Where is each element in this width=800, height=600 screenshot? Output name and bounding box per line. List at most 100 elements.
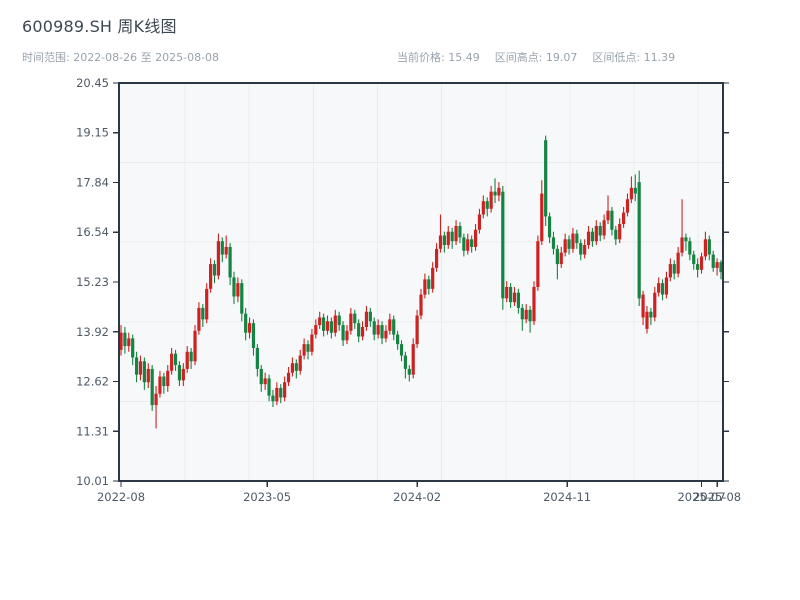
candle-body: [224, 246, 228, 255]
candle-body: [306, 344, 310, 352]
candle-body: [442, 235, 446, 246]
candle-body: [216, 241, 221, 276]
candle-body: [625, 199, 630, 213]
candle-body: [462, 237, 466, 251]
candle-body: [579, 243, 583, 255]
candle-body: [489, 191, 493, 209]
candle-body: [396, 334, 400, 345]
candle-body: [520, 307, 524, 320]
tick-labels-layer: 20.45 19.15 17.84 16.54 15.23 13.92 12.62 11.31…: [76, 76, 741, 504]
candle-body: [493, 191, 497, 196]
candle-body: [372, 321, 376, 335]
candle-body: [547, 216, 552, 238]
candle-body: [142, 361, 146, 383]
candle-body: [193, 330, 197, 362]
candle-body: [333, 315, 337, 333]
candle-body: [255, 347, 259, 369]
candle-body: [251, 323, 256, 348]
candle-body: [154, 393, 158, 406]
candle-body: [240, 283, 244, 314]
candle-body: [201, 307, 205, 320]
candle-body: [271, 395, 275, 402]
candle-body: [606, 210, 610, 221]
candle-body: [205, 288, 209, 320]
candle-body: [310, 334, 314, 352]
y-tick-label: 11.31: [76, 424, 109, 438]
candle-body: [247, 323, 252, 333]
candle-body: [676, 252, 680, 274]
candle-body: [376, 325, 380, 335]
candle-body: [131, 338, 135, 358]
candle-body: [594, 225, 598, 242]
candle-body: [567, 239, 571, 249]
chart-subheader: 时间范围: 2022-08-26 至 2025-08-08 当前价格: 15.4…: [0, 49, 800, 65]
y-tick-label: 16.54: [76, 225, 109, 239]
candle-body: [692, 254, 696, 265]
candle-body: [583, 245, 587, 255]
y-tick-label: 15.23: [76, 275, 109, 289]
candle-body: [505, 286, 509, 299]
candle-body: [138, 361, 143, 375]
candle-body: [244, 313, 248, 333]
candle-body: [711, 254, 715, 268]
candle-body: [509, 286, 513, 303]
candles-layer: [119, 135, 723, 429]
candle-body: [236, 283, 240, 297]
candle-body: [419, 294, 423, 316]
page-title: 600989.SH 周K线图: [22, 17, 177, 36]
candle-body: [458, 225, 462, 238]
candle-body: [446, 231, 450, 246]
candle-body: [263, 378, 267, 385]
x-tick-label: 2024-02: [393, 490, 441, 504]
candle-body: [212, 264, 217, 276]
candle-body: [189, 351, 193, 362]
y-tick-label: 12.62: [76, 375, 109, 389]
candle-body: [657, 283, 661, 293]
candle-body: [551, 237, 556, 249]
candle-body: [286, 372, 291, 383]
date-range-label: 时间范围: 2022-08-26 至 2025-08-08: [22, 51, 220, 64]
candle-body: [598, 225, 602, 236]
candle-body: [688, 241, 692, 255]
candle-body: [485, 201, 489, 209]
candle-body: [407, 368, 411, 375]
candle-body: [181, 368, 185, 381]
candle-body: [703, 239, 708, 257]
candle-body: [388, 319, 392, 331]
candle-body: [399, 344, 404, 356]
candle-body: [232, 277, 236, 297]
candle-body: [438, 235, 443, 249]
candle-body: [653, 292, 657, 318]
candle-body: [275, 387, 279, 402]
candle-body: [497, 187, 501, 196]
candle-body: [123, 332, 127, 347]
ticks-layer: [113, 82, 729, 487]
candle-body: [501, 191, 505, 299]
candle-body: [134, 357, 139, 375]
candle-body: [150, 368, 154, 406]
x-tick-label: 2024-11: [543, 490, 591, 504]
candle-body: [696, 264, 700, 270]
candle-body: [614, 229, 618, 240]
candle-body: [279, 387, 283, 398]
candle-body: [532, 286, 536, 322]
candle-body: [127, 338, 131, 347]
candle-body: [170, 353, 174, 371]
candle-body: [672, 264, 676, 274]
candle-body: [559, 252, 563, 265]
candle-body: [146, 368, 150, 383]
candle-body: [618, 224, 622, 240]
price-stats: 当前价格: 15.49 区间高点: 19.07 区间低点: 11.39: [397, 49, 675, 65]
candle-body: [637, 182, 641, 299]
candle-body: [220, 241, 224, 255]
candle-body: [364, 311, 369, 327]
candle-body: [325, 321, 330, 331]
candle-body: [571, 233, 575, 249]
candle-body: [481, 201, 485, 215]
candle-body: [197, 307, 201, 331]
x-tick-label: 2025-07: [677, 490, 725, 504]
candle-body: [684, 237, 688, 242]
candle-body: [715, 262, 719, 268]
candle-body: [228, 246, 232, 278]
